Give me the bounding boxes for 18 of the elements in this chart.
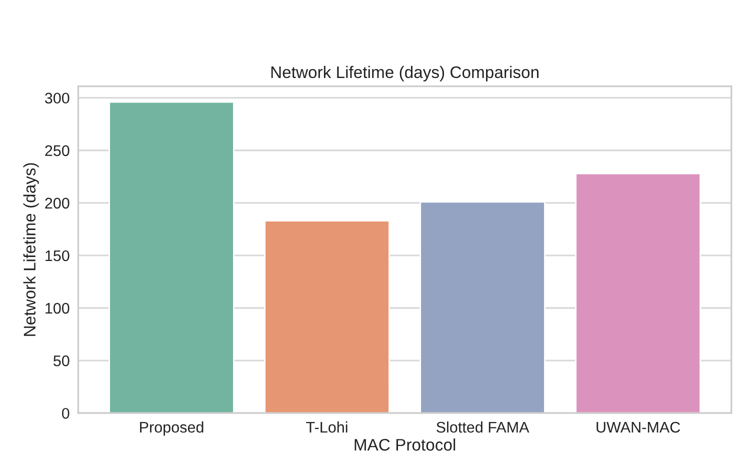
x-tick-label: T-Lohi (306, 421, 348, 433)
bar (420, 201, 546, 414)
y-tick-label: 300 (44, 92, 70, 104)
y-tick-label: 100 (46, 302, 70, 314)
bar (575, 172, 701, 414)
x-axis-title: MAC Protocol (354, 438, 456, 451)
y-tick-label: 50 (54, 355, 70, 366)
bar (108, 101, 234, 414)
x-tick-label: Proposed (140, 421, 204, 436)
y-tick-label: 200 (45, 198, 70, 209)
x-tick-label: Slotted FAMA (436, 421, 530, 433)
bar (264, 220, 390, 414)
chart-title: Network Lifetime (days) Comparison (271, 66, 538, 82)
y-tick-label: 0 (62, 408, 70, 419)
x-tick-label: UWAN-MAC (596, 422, 680, 433)
y-axis-title: Network Lifetime (days) (23, 163, 39, 336)
y-tick-label: 150 (46, 250, 70, 262)
y-tick-label: 250 (45, 145, 70, 156)
